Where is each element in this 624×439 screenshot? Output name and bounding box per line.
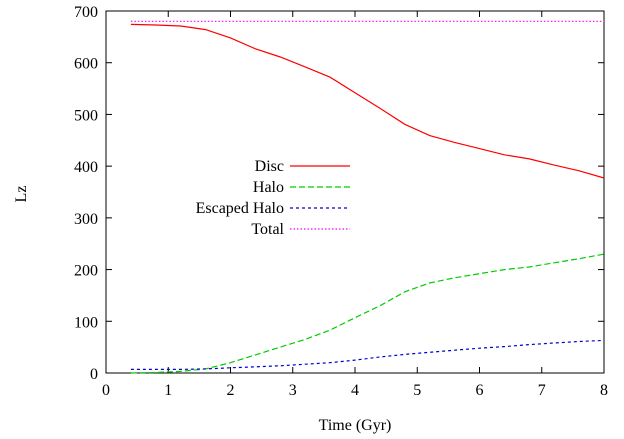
x-tick-label: 1 — [164, 382, 172, 399]
x-axis-label: Time (Gyr) — [319, 417, 392, 434]
x-tick-label: 6 — [476, 382, 484, 399]
x-tick-label: 5 — [413, 382, 421, 399]
legend-label-total: Total — [251, 221, 284, 238]
x-tick-label: 7 — [538, 382, 546, 399]
axis-ticks: 0 1 2 3 4 5 6 7 8 0 100 200 300 400 500 600 700 — [74, 4, 608, 399]
legend-label-halo: Halo — [253, 179, 284, 196]
y-tick-label: 300 — [74, 211, 98, 228]
y-tick-label: 0 — [90, 366, 98, 383]
y-tick-label: 500 — [74, 107, 98, 124]
y-tick-label: 700 — [74, 4, 98, 21]
plot-area — [105, 10, 605, 374]
x-tick-label: 3 — [289, 382, 297, 399]
legend: Disc Halo Escaped Halo Total — [196, 158, 350, 238]
series-line-disc — [130, 23, 605, 179]
y-tick-label: 400 — [74, 159, 98, 176]
legend-label-escaped-halo: Escaped Halo — [196, 200, 284, 217]
legend-label-disc: Disc — [255, 158, 284, 175]
x-tick-label: 4 — [351, 382, 359, 399]
y-tick-label: 200 — [74, 263, 98, 280]
y-tick-label: 600 — [74, 56, 98, 73]
y-tick-label: 100 — [74, 314, 98, 331]
x-tick-label: 2 — [227, 382, 235, 399]
series-line-escaped-halo — [130, 339, 605, 370]
x-tick-label: 8 — [600, 382, 608, 399]
series-lines — [130, 20, 605, 374]
series-line-halo — [130, 253, 605, 374]
plot-frame — [105, 10, 605, 374]
x-tick-label: 0 — [102, 382, 110, 399]
y-axis-label: Lz — [13, 186, 30, 203]
